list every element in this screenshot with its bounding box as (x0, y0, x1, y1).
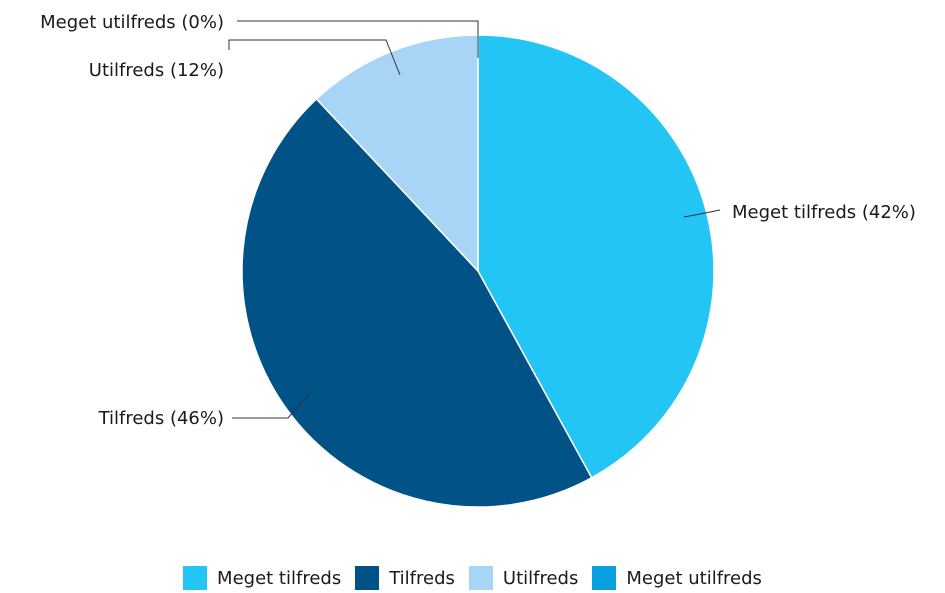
legend: Meget tilfreds Tilfreds Utilfreds Meget … (0, 566, 945, 590)
legend-item-tilfreds: Tilfreds (355, 566, 455, 590)
leader-line-tilfreds (232, 393, 310, 419)
leader-line-meget-utilfreds (237, 20, 479, 58)
slice-label-tilfreds: Tilfreds (46%) (98, 408, 224, 429)
legend-label-meget-utilfreds: Meget utilfreds (626, 567, 762, 589)
legend-swatch-meget-utilfreds (592, 566, 617, 590)
legend-item-utilfreds: Utilfreds (468, 566, 579, 590)
leader-line-meget-tilfreds (683, 209, 721, 218)
leader-line-utilfreds (228, 39, 401, 76)
legend-label-utilfreds: Utilfreds (502, 567, 579, 589)
slice-label-meget-utilfreds: Meget utilfreds (0%) (40, 12, 224, 33)
pie-slice-tilfreds (241, 97, 593, 508)
legend-label-meget-tilfreds: Meget tilfreds (217, 567, 342, 589)
slice-label-utilfreds: Utilfreds (12%) (89, 60, 224, 81)
legend-item-meget-utilfreds: Meget utilfreds (592, 566, 762, 590)
pie-chart: Meget tilfreds (42%) Tilfreds (46%) Util… (40, 12, 916, 508)
legend-label-tilfreds: Tilfreds (389, 567, 455, 589)
legend-item-meget-tilfreds: Meget tilfreds (183, 566, 341, 590)
legend-swatch-utilfreds (468, 566, 493, 590)
slice-label-meget-tilfreds: Meget tilfreds (42%) (732, 202, 916, 223)
legend-swatch-tilfreds (355, 566, 380, 590)
legend-swatch-meget-tilfreds (183, 566, 208, 590)
